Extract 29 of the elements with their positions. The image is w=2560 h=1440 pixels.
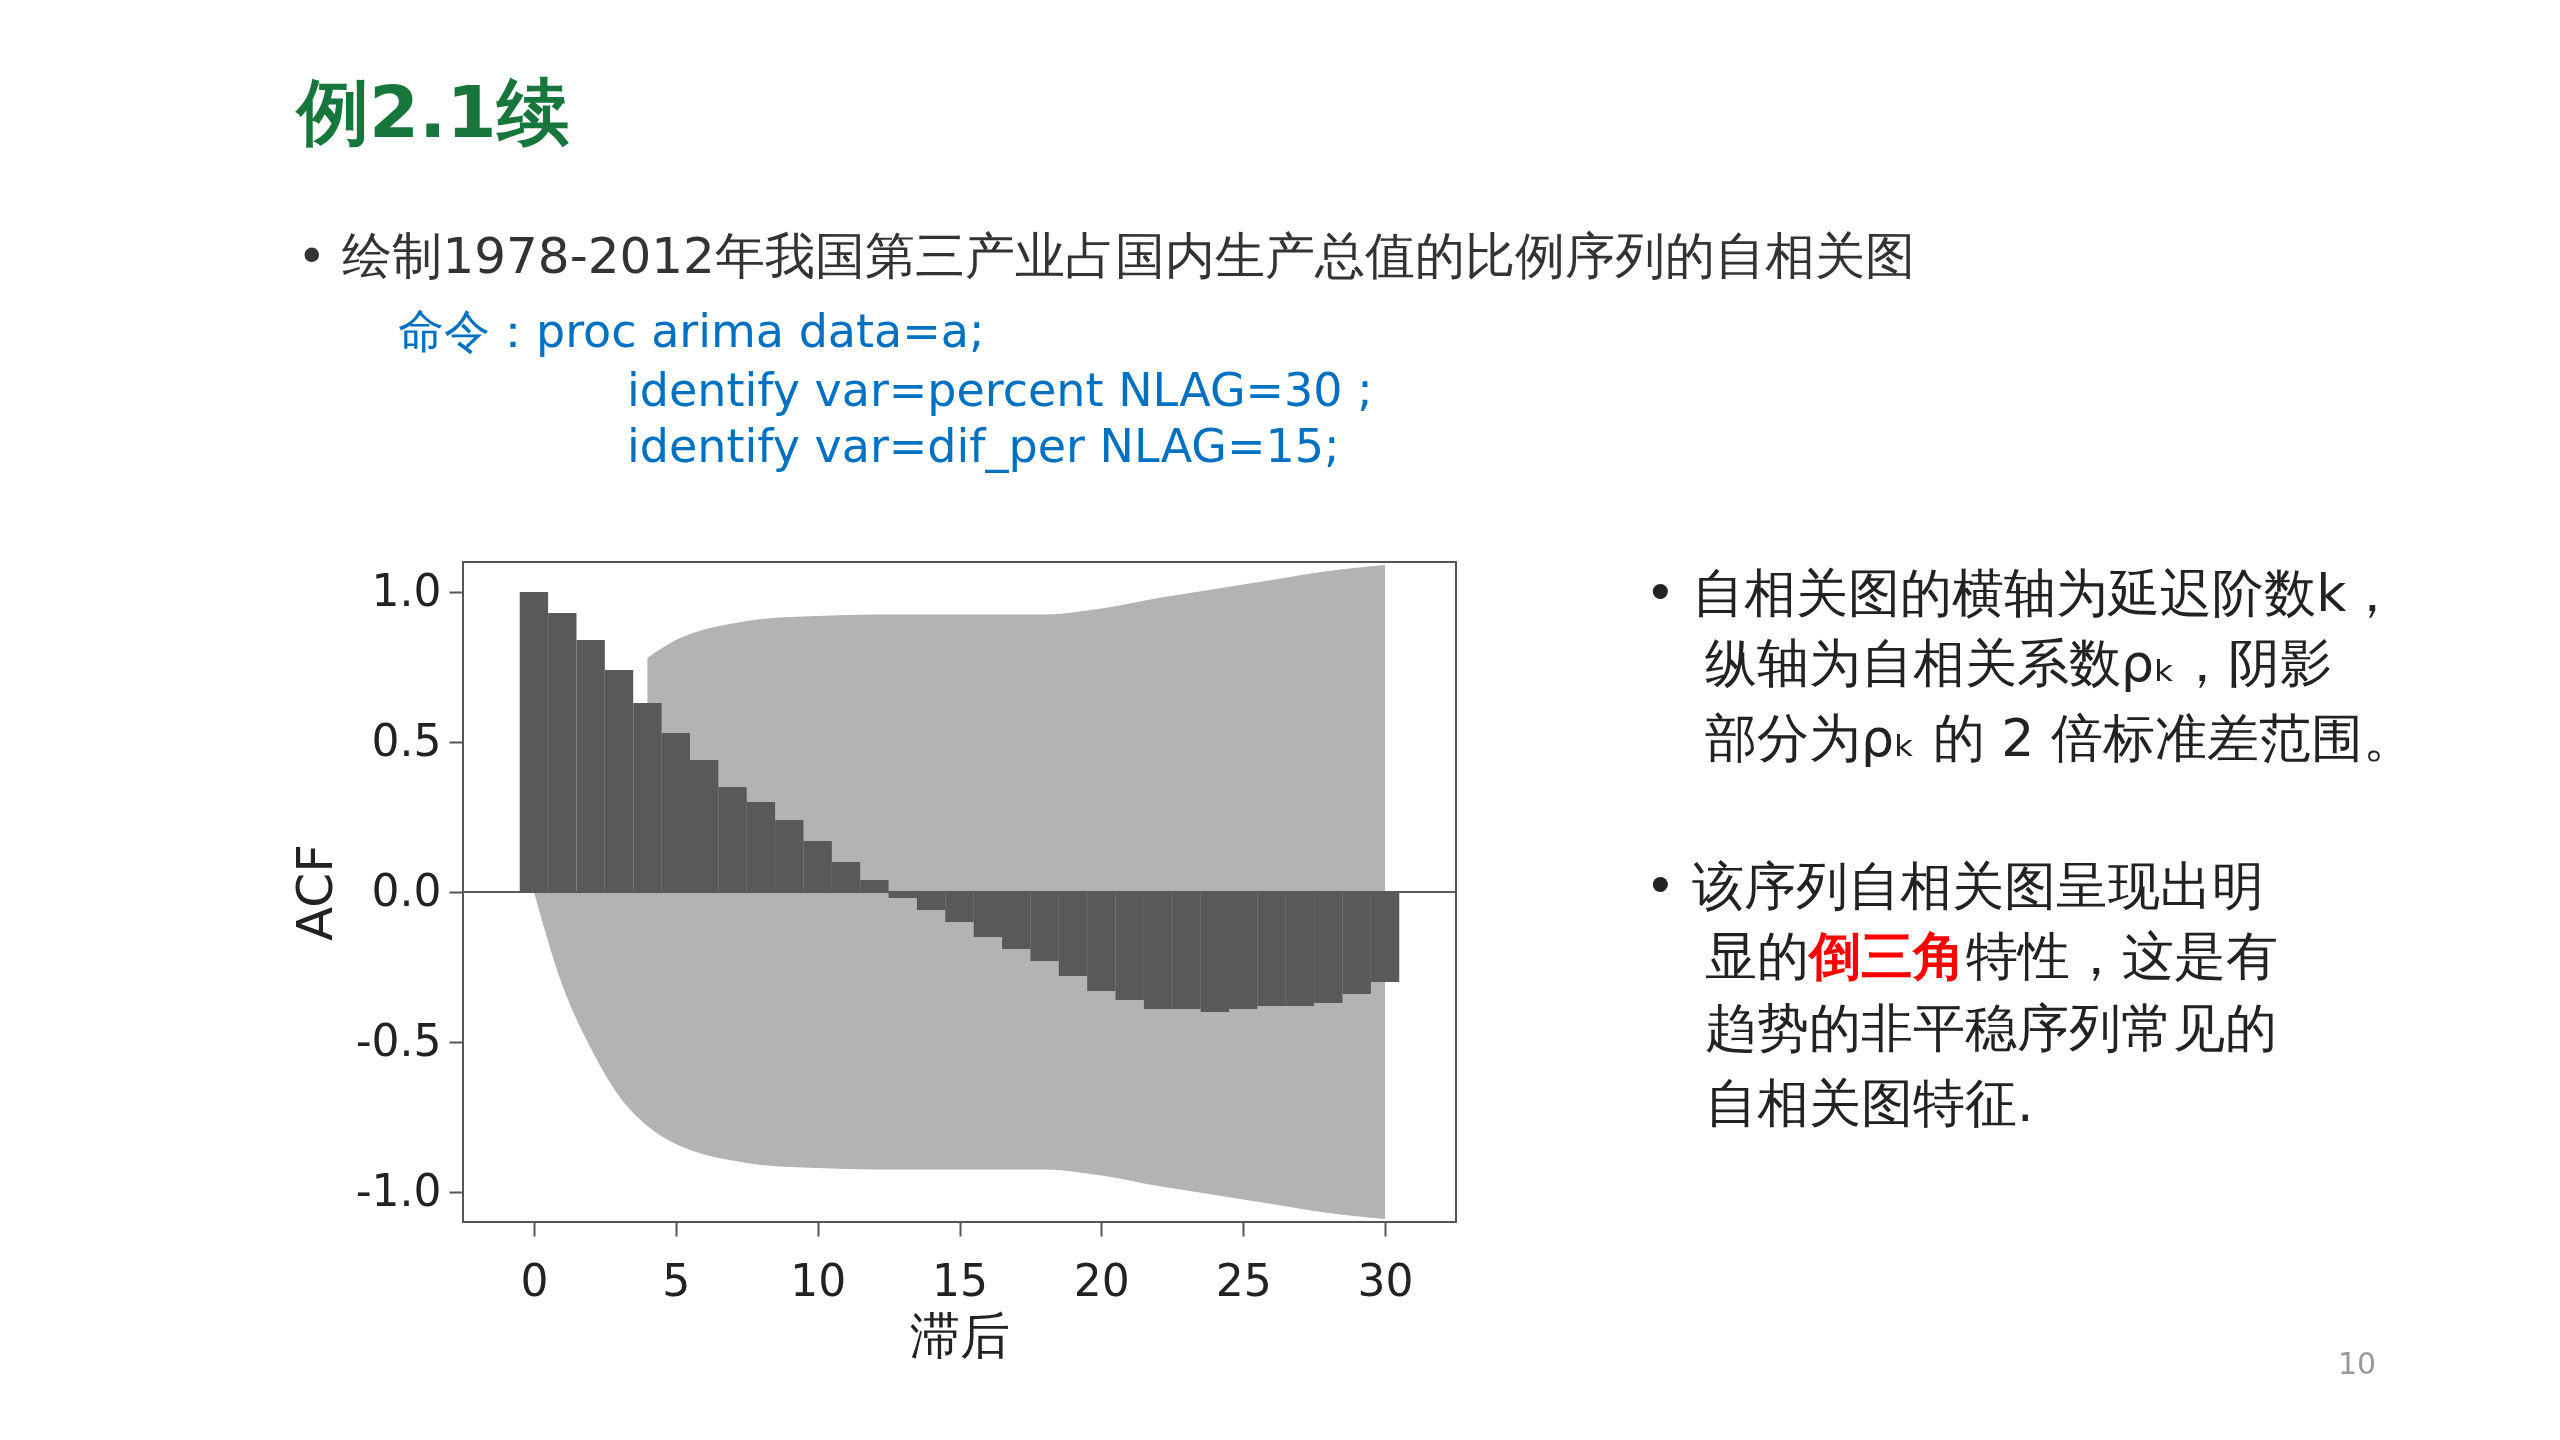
x-tick-label: 5 [662, 1254, 691, 1306]
text: 显的 [1705, 926, 1809, 986]
text: 特性，这是有 [1966, 926, 2278, 986]
x-tick-label: 0 [520, 1254, 549, 1306]
x-tick-label: 15 [932, 1254, 988, 1306]
text: identify var=percent NLAG=30 ; [627, 363, 1373, 417]
x-axis-title: 滞后 [910, 1306, 1010, 1365]
y-tick-label: -0.5 [355, 1014, 442, 1066]
text: • 该序列自相关图呈现出明 [1645, 856, 2265, 916]
text: 命令：proc arima data=a; [398, 304, 985, 358]
y-tick-label: -1.0 [355, 1164, 442, 1216]
text: 趋势的非平稳序列常见的 [1705, 998, 2277, 1058]
text: 部分为ρₖ 的 2 倍标准差范围。 [1705, 708, 2415, 768]
text: 自相关图特征. [1705, 1073, 2034, 1133]
y-tick-label: 0.5 [371, 714, 442, 766]
y-axis-title: ACF [285, 844, 344, 941]
x-tick-label: 20 [1073, 1254, 1130, 1306]
text: • 自相关图的横轴为延迟阶数k， [1645, 563, 2399, 623]
text: 10 [2338, 1346, 2377, 1381]
text: identify var=dif_per NLAG=15; [627, 419, 1340, 473]
chart-title: 例2.1续 [295, 70, 569, 154]
y-tick-label: 0.0 [371, 864, 442, 916]
y-tick-label: 1.0 [371, 564, 442, 616]
x-tick-label: 30 [1357, 1254, 1414, 1306]
x-tick-label: 25 [1215, 1254, 1272, 1306]
text: • 绘制1978-2012年我国第三产业占国内生产总值的比例序列的自相关图 [297, 227, 1915, 285]
text: 纵轴为自相关系数ρₖ，阴影 [1705, 633, 2333, 693]
x-tick-label: 10 [790, 1254, 847, 1306]
text: 倒三角 [1807, 926, 1965, 986]
